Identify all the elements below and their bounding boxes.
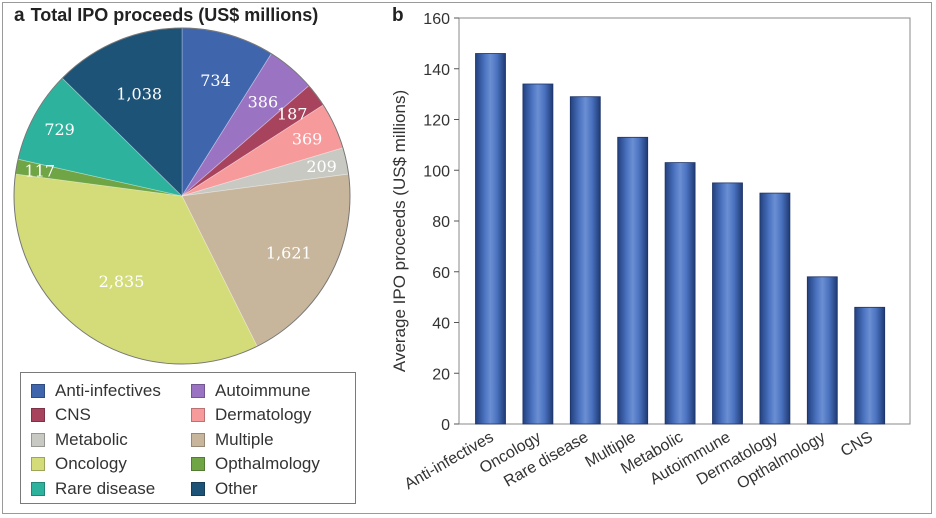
y-tick-label: 140 xyxy=(423,62,450,79)
y-tick-label: 60 xyxy=(432,265,450,282)
pie-data-label-cns: 187 xyxy=(277,104,308,123)
pie-data-label-multiple: 1,621 xyxy=(266,244,312,263)
bar-opthalmology xyxy=(806,276,838,425)
legend-label-dermatology: Dermatology xyxy=(215,405,312,425)
bar-panel-title: b xyxy=(392,5,410,27)
y-tick-label: 100 xyxy=(423,163,450,180)
legend-item-other: Other xyxy=(191,478,258,500)
bar-cns xyxy=(854,306,886,425)
pie-data-label-oncology: 2,835 xyxy=(99,272,145,291)
legend-item-rare-disease: Rare disease xyxy=(31,478,155,500)
legend-swatch-cns xyxy=(31,408,45,423)
bar-metabolic xyxy=(664,162,696,425)
bar-dermatology xyxy=(759,192,791,425)
legend-swatch-opthalmology xyxy=(191,457,205,472)
y-tick-label: 120 xyxy=(423,113,450,130)
legend-label-anti-infectives: Anti-infectives xyxy=(55,381,161,400)
legend-label-cns: CNS xyxy=(55,405,91,425)
legend-label-opthalmology: Opthalmology xyxy=(215,454,320,474)
pie-data-label-rare-disease: 729 xyxy=(44,120,75,139)
legend-item-anti-infectives: Anti-infectives xyxy=(31,380,161,402)
legend-label-other: Other xyxy=(215,478,258,498)
legend-item-autoimmune: Autoimmune xyxy=(191,380,310,402)
pie-data-label-metabolic: 209 xyxy=(306,157,337,176)
y-tick-label: 160 xyxy=(423,11,450,28)
legend-item-opthalmology: Opthalmology xyxy=(191,453,320,475)
pie-data-label-opthalmology: 117 xyxy=(25,162,56,181)
y-tick-label: 80 xyxy=(432,214,450,231)
y-axis-label: Average IPO proceeds (US$ millions) xyxy=(390,90,409,372)
pie-data-label-autoimmune: 386 xyxy=(248,93,279,112)
legend-swatch-autoimmune xyxy=(191,384,205,398)
bar-multiple xyxy=(617,136,649,425)
legend-item-metabolic: Metabolic xyxy=(31,429,128,451)
pie-data-label-dermatology: 369 xyxy=(292,129,323,148)
x-tick-label-cns: CNS xyxy=(838,429,876,461)
bar-anti-infectives xyxy=(475,53,506,425)
panel-letter-b: b xyxy=(392,5,404,26)
panel-letter-a: a xyxy=(14,5,25,26)
pie-title-text: Total IPO proceeds (US$ millions) xyxy=(30,5,319,25)
legend-label-rare-disease: Rare disease xyxy=(55,478,156,498)
legend-item-multiple: Multiple xyxy=(191,429,274,451)
y-tick-label: 0 xyxy=(441,417,450,434)
legend-swatch-dermatology xyxy=(191,408,205,423)
legend-swatch-rare-disease xyxy=(31,481,45,496)
legend-item-oncology: Oncology xyxy=(31,453,127,475)
y-tick-label: 40 xyxy=(432,316,450,333)
bar-oncology xyxy=(522,83,554,425)
legend-label-metabolic: Metabolic xyxy=(55,429,128,449)
legend-item-cns: CNS xyxy=(31,404,91,426)
legend-swatch-metabolic xyxy=(31,432,45,447)
legend-swatch-anti-infectives xyxy=(31,384,45,398)
y-tick-label: 20 xyxy=(432,366,450,383)
bar-rare-disease xyxy=(569,96,601,425)
legend-label-autoimmune: Autoimmune xyxy=(215,381,311,400)
legend-item-dermatology: Dermatology xyxy=(191,404,311,426)
legend-swatch-multiple xyxy=(191,432,205,447)
legend-label-multiple: Multiple xyxy=(215,429,274,449)
pie-data-label-anti-infectives: 734 xyxy=(200,71,231,90)
legend-label-oncology: Oncology xyxy=(55,454,127,474)
legend-swatch-oncology xyxy=(31,457,45,472)
bar-autoimmune xyxy=(712,182,743,425)
legend-swatch-other xyxy=(191,481,205,496)
pie-legend: Anti-infectives Autoimmune CNS Dermatology M… xyxy=(20,372,356,504)
pie-panel-title: a Total IPO proceeds (US$ millions) xyxy=(14,5,318,27)
pie-data-label-other: 1,038 xyxy=(116,85,162,104)
